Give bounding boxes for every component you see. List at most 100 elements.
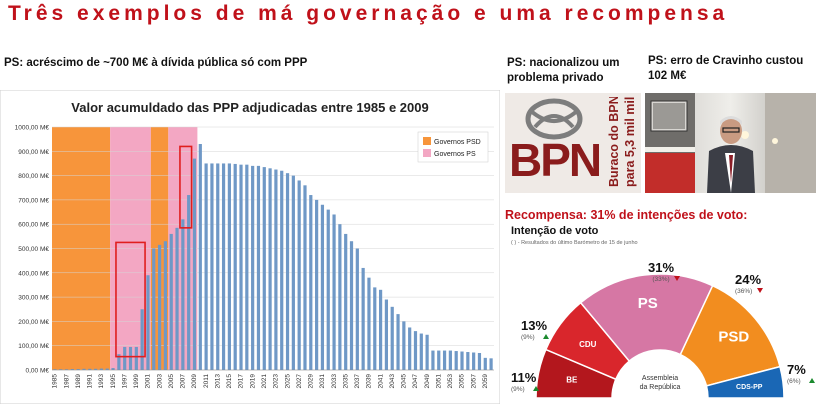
x-tick-label: 1991 (87, 374, 94, 389)
x-tick-label: 2019 (249, 374, 256, 389)
bar-1998 (128, 346, 133, 370)
poll-center-label-2: da República (640, 384, 681, 391)
x-tick-label: 2049 (424, 374, 431, 389)
x-tick-label: 2035 (342, 374, 349, 389)
highlight-box-0 (115, 241, 146, 358)
poll-pct-psd: 24% (735, 272, 761, 287)
bar-1986 (59, 369, 63, 370)
bar-1997 (123, 346, 127, 370)
x-tick-label: 2017 (238, 374, 245, 389)
bar-2019 (251, 165, 255, 370)
bar-2060 (489, 358, 493, 370)
bar-2052 (442, 350, 447, 370)
x-tick-label: 2023 (273, 374, 280, 389)
bar-2032 (326, 209, 330, 370)
x-tick-label: 1995 (110, 374, 117, 389)
x-tick-label: 2053 (447, 374, 454, 389)
poll-prev-cdu: (9%) (521, 334, 535, 341)
bar-2058 (477, 352, 482, 370)
bar-1999 (134, 346, 138, 370)
bar-2002 (152, 248, 156, 370)
bar-2048 (419, 333, 423, 370)
x-tick-label: 1993 (98, 374, 105, 389)
poll-slice-label: PSD (718, 329, 749, 346)
legend-swatch-0 (423, 137, 431, 145)
bar-2056 (466, 352, 470, 370)
bpn-logo-text: BPN (509, 134, 602, 186)
bar-2010 (198, 144, 202, 370)
bar-2036 (349, 241, 354, 370)
bar-2012 (210, 163, 214, 370)
x-tick-label: 2007 (180, 374, 187, 389)
caption-ppp: PS: acréscimo de ~700 M€ à dívida públic… (4, 57, 308, 69)
bar-2041 (378, 289, 383, 370)
bar-2029 (309, 195, 313, 370)
poll-center-label-1: Assembleia (642, 375, 678, 382)
bar-2039 (367, 277, 371, 370)
bpn-headline-line-1: Buraco do BPN sobe (607, 97, 621, 187)
bpn-image: BPN Buraco do BPN sobe para 5,3 mil milh… (505, 93, 641, 193)
bar-2023 (274, 169, 278, 370)
bar-2003 (157, 244, 162, 370)
bar-1987 (64, 369, 69, 370)
x-tick-label: 2009 (191, 374, 198, 389)
bar-2040 (373, 287, 377, 370)
bar-2015 (227, 163, 231, 370)
legend-swatch-1 (423, 149, 431, 157)
x-tick-label: 2057 (470, 374, 477, 389)
bar-2014 (221, 163, 226, 370)
x-tick-label: 2029 (308, 374, 315, 389)
legend-label-1: Governos PS (434, 151, 476, 158)
bar-2051 (437, 350, 441, 370)
bar-1991 (88, 368, 92, 370)
poll-title: Intenção de voto (511, 225, 599, 237)
trend-down-icon (757, 288, 763, 293)
bar-2034 (338, 224, 342, 370)
bar-2018 (245, 164, 249, 370)
y-tick-label: 400,00 M€ (18, 270, 49, 277)
y-tick-label: 1000,00 M€ (15, 125, 50, 132)
bar-2046 (408, 327, 412, 370)
poll-pct-be: 11% (511, 370, 537, 385)
x-tick-label: 2003 (156, 374, 163, 389)
x-tick-label: 1989 (75, 374, 82, 389)
poll-pct-ps: 31% (648, 260, 674, 275)
x-tick-label: 2001 (145, 374, 152, 389)
caption-cravinho: PS: erro de Cravinho custou 102 M€ (648, 55, 804, 82)
bar-2022 (268, 168, 272, 370)
bpn-headline: Buraco do BPN sobe para 5,3 mil milhões (607, 97, 637, 187)
poll-slice-label: PS (638, 295, 658, 312)
poll-slice-label: BE (566, 376, 578, 385)
poll-prev-psd: (36%) (735, 288, 752, 295)
bar-2030 (315, 199, 319, 370)
y-tick-label: 100,00 M€ (18, 343, 49, 350)
poll-slice-label: CDU (579, 340, 597, 349)
bar-1993 (99, 368, 104, 370)
bar-2037 (355, 248, 359, 370)
poll-pct-cdu: 13% (521, 318, 547, 333)
bar-2047 (413, 331, 418, 370)
bar-2007 (181, 219, 185, 370)
bar-2008 (187, 195, 191, 370)
poll-prev-cds-pp: (6%) (787, 378, 801, 385)
bar-2017 (239, 164, 243, 370)
bar-2045 (402, 321, 406, 370)
bpn-headline-line-2: para 5,3 mil milhões (623, 97, 637, 187)
chart-title: Valor acumuldado das PPP adjudicadas ent… (71, 100, 428, 115)
x-tick-label: 2013 (214, 374, 221, 389)
y-tick-label: 900,00 M€ (18, 149, 49, 156)
y-tick-label: 700,00 M€ (18, 197, 49, 204)
x-tick-label: 2031 (319, 374, 326, 389)
cravinho-photo (645, 93, 816, 193)
trend-down-icon (674, 276, 680, 281)
x-tick-label: 2047 (412, 374, 419, 389)
x-tick-label: 2021 (261, 374, 268, 389)
highlight-box-1 (179, 145, 193, 229)
bar-2001 (146, 275, 150, 370)
bar-2006 (175, 227, 179, 370)
x-tick-label: 2027 (296, 374, 303, 389)
bar-1992 (94, 368, 98, 370)
x-tick-label: 1997 (121, 374, 128, 389)
bar-1989 (76, 369, 80, 370)
bar-2033 (332, 214, 336, 370)
